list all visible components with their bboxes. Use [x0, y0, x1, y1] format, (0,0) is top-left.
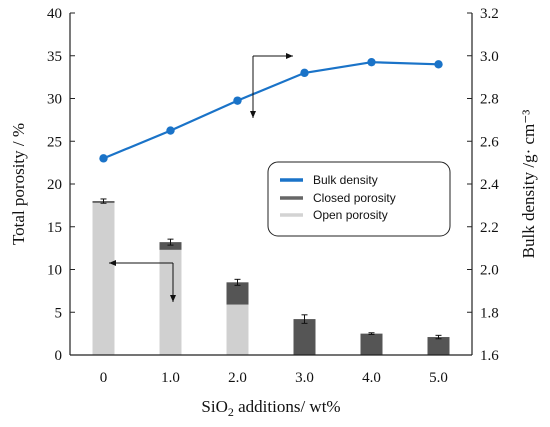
left-y-axis-title: Total porosity / %: [9, 123, 28, 245]
right-tick-label-5: 2.6: [480, 134, 499, 150]
x-tick-label-4: 4.0: [362, 370, 381, 386]
left-tick-label-8: 40: [47, 6, 62, 22]
legend: Bulk density Closed porosity Open porosi…: [267, 161, 451, 237]
closed-porosity-bar-1: [159, 242, 182, 250]
right-y-axis-title: Bulk density /g· cm⁻³: [519, 110, 538, 259]
legend-box: [267, 161, 451, 237]
open-porosity-bar-0: [92, 202, 115, 355]
bulk-density-point-5: [434, 60, 443, 69]
legend-label-bulk-density: Bulk density: [313, 173, 378, 187]
open-porosity-bar-1: [159, 249, 182, 355]
tick-marks: 0 5 10 15 20 25 30 35 40 1.6 1.8 2.0 2.2 2.4 2.6 2.8 3.0…: [47, 6, 499, 386]
open-porosity-bar-2: [226, 304, 249, 355]
left-tick-label-5: 25: [47, 134, 62, 150]
right-tick-label-0: 1.6: [480, 348, 499, 364]
right-tick-label-3: 2.2: [480, 220, 499, 236]
error-bars-layer: [100, 198, 442, 340]
bulk-density-point-2: [233, 96, 242, 105]
right-tick-label-4: 2.4: [480, 177, 499, 193]
right-tick-label-6: 2.8: [480, 92, 499, 108]
right-tick-label-1: 1.8: [480, 305, 499, 321]
closed-porosity-bar-3: [293, 319, 316, 355]
left-tick-label-3: 15: [47, 220, 62, 236]
closed-porosity-bar-5: [427, 337, 450, 355]
bulk-density-line: [103, 61, 439, 160]
right-tick-label-7: 3.0: [480, 49, 499, 65]
right-tick-label-2: 2.0: [480, 263, 499, 279]
bulk-density-point-3: [300, 68, 309, 78]
x-tick-label-5: 5.0: [429, 370, 448, 386]
left-tick-label-7: 35: [47, 49, 62, 65]
left-tick-label-0: 0: [55, 348, 63, 364]
left-tick-label-1: 5: [55, 305, 63, 321]
closed-porosity-bar-2: [226, 282, 249, 305]
x-axis-title: SiO2 additions/ wt%: [201, 397, 340, 419]
left-tick-label-6: 30: [47, 92, 62, 108]
x-tick-label-0: 0: [100, 370, 108, 386]
x-tick-label-2: 2.0: [228, 370, 247, 386]
closed-porosity-bar-4: [360, 333, 383, 355]
legend-label-closed-porosity: Closed porosity: [313, 191, 396, 205]
left-tick-label-4: 20: [47, 177, 62, 193]
bulk-density-line-layer: [99, 57, 443, 163]
legend-label-open-porosity: Open porosity: [313, 208, 388, 222]
bulk-density-point-0: [99, 154, 108, 163]
left-tick-label-2: 10: [47, 263, 62, 279]
x-tick-label-1: 1.0: [161, 370, 180, 386]
axis-arrow-annotations: [109, 53, 293, 302]
bars-layer: [92, 201, 450, 355]
right-tick-label-8: 3.2: [480, 6, 499, 22]
x-tick-label-3: 3.0: [295, 370, 314, 386]
bulk-density-point-1: [166, 126, 175, 135]
bulk-density-point-4: [367, 57, 376, 67]
